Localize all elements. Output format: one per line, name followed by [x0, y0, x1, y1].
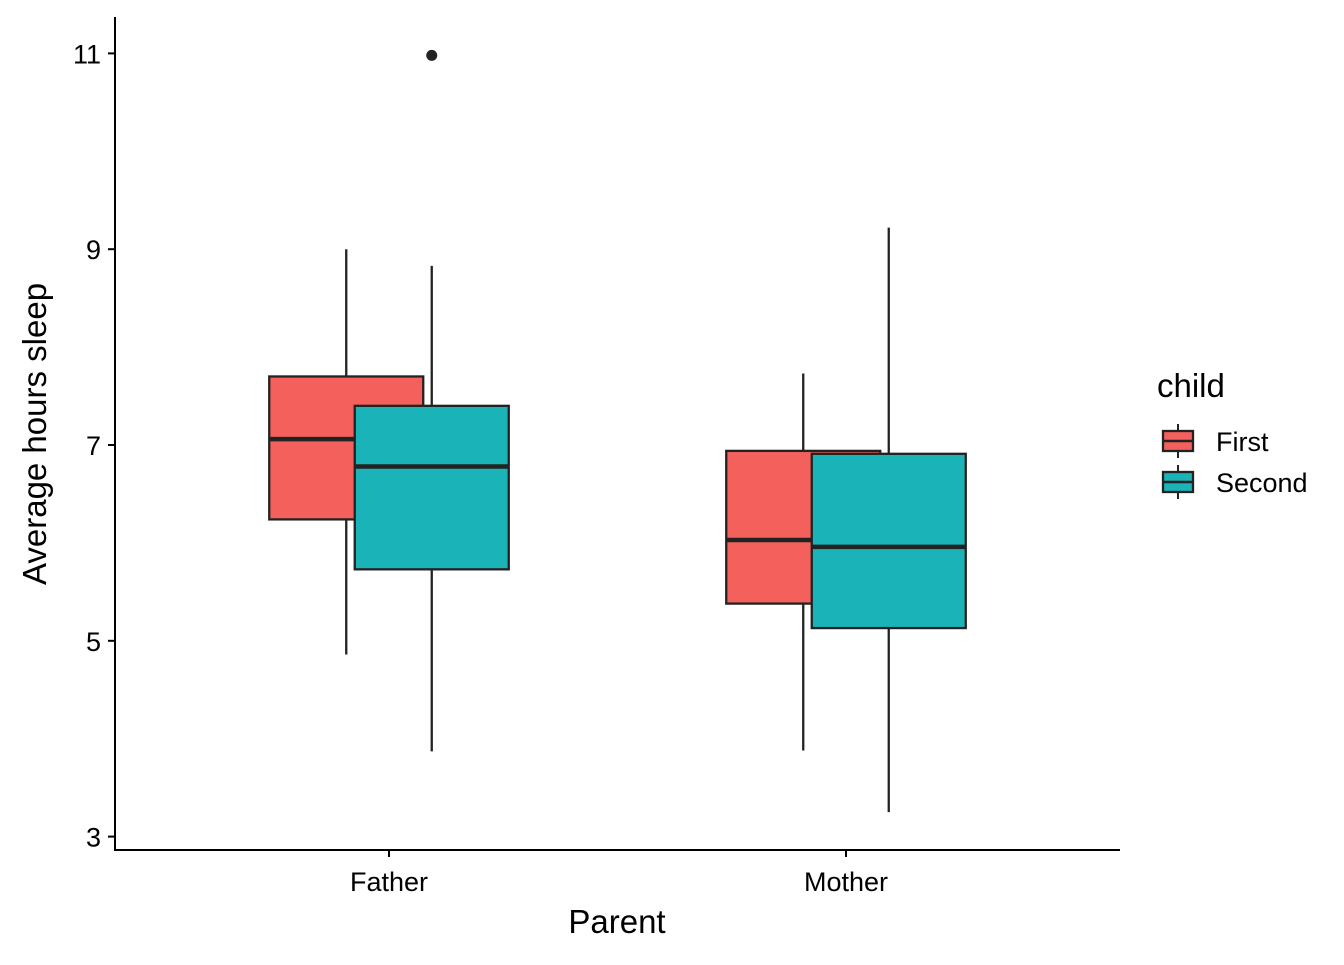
legend-title: child [1157, 367, 1225, 404]
plot-marks [268, 49, 967, 813]
outlier-point [426, 49, 438, 61]
y-axis-ticks: 3 5 7 9 11 [73, 39, 115, 853]
x-axis-label: Parent [568, 903, 665, 940]
box-second-mother [810, 452, 967, 630]
y-tick-label: 5 [86, 627, 101, 657]
x-tick-label: Mother [804, 867, 888, 897]
y-tick-label: 7 [86, 431, 101, 461]
box-second-father [353, 404, 510, 571]
legend-label: First [1216, 427, 1269, 457]
legend: child First Second [1157, 367, 1308, 499]
y-tick-label: 3 [86, 823, 101, 853]
x-axis-ticks: Father Mother [350, 850, 888, 897]
y-tick-label: 9 [86, 235, 101, 265]
y-axis-label: Average hours sleep [16, 283, 53, 585]
legend-label: Second [1216, 468, 1308, 498]
y-tick-label: 11 [73, 39, 101, 69]
x-tick-label: Father [350, 867, 428, 897]
